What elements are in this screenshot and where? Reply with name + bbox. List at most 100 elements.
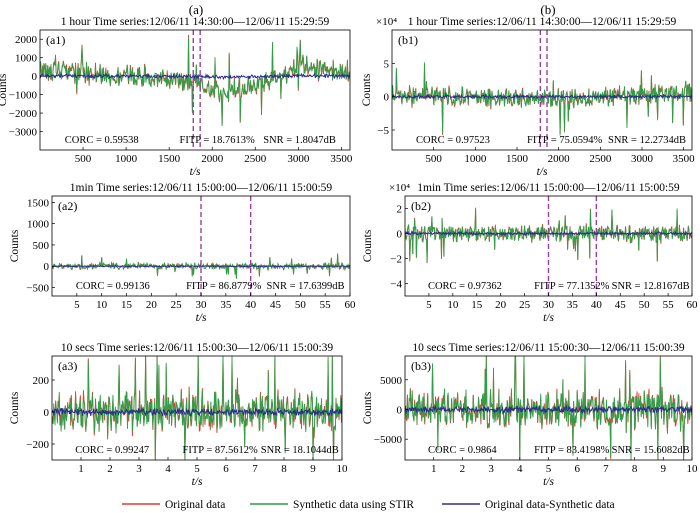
panel-label-b3: (b3) [411, 359, 431, 373]
panel-label-a1: (a1) [46, 33, 65, 47]
x-tick-label-b3-7: 8 [632, 463, 638, 475]
x-tick-label-b2-4: 25 [519, 299, 531, 311]
x-tick-label-a3-7: 8 [281, 463, 287, 475]
x-tick-label-a3-3: 4 [165, 463, 171, 475]
x-tick-label-b3-1: 2 [460, 463, 466, 475]
x-tick-label-a2-2: 15 [121, 299, 133, 311]
x-tick-label-b2-2: 15 [471, 299, 483, 311]
x-tick-label-a1-1: 1000 [115, 153, 138, 165]
y-tick-label-a3-1: 0 [44, 407, 50, 419]
x-axis-label-b1: t/s [537, 166, 548, 178]
series-group-b3 [405, 356, 692, 460]
x-tick-label-b3-3: 4 [517, 463, 523, 475]
y-tick-label-b2-0: 2 [397, 204, 403, 216]
x-tick-label-a3-6: 7 [252, 463, 258, 475]
x-tick-label-b2-3: 20 [495, 299, 507, 311]
column-label-b: (b) [540, 2, 555, 17]
column-label-a: (a) [189, 2, 203, 17]
panel-label-a3: (a3) [58, 359, 77, 373]
x-tick-label-a2-1: 10 [96, 299, 108, 311]
stat-snr-b3: SNR = 15.6082dB [612, 445, 690, 456]
x-tick-label-a3-8: 9 [310, 463, 316, 475]
series-residual-a1 [40, 71, 350, 81]
y-tick-label-a1-0: 2000 [15, 34, 38, 46]
stat-fitp-a2: FITP = 86.8779% [186, 281, 261, 292]
y-tick-label-b1-1: 0 [384, 92, 390, 104]
x-tick-label-a3-9: 10 [337, 463, 349, 475]
x-tick-label-b2-1: 10 [447, 299, 459, 311]
y-axis-label-a1: Counts [0, 73, 9, 106]
x-tick-label-a1-6: 3500 [330, 153, 353, 165]
y-tick-label-a1-3: −1000 [9, 90, 38, 102]
panel-b1: 1 hour Time series:12/06/11 14:30:00—12/… [361, 16, 695, 178]
y-tick-label-b1-0: 5 [384, 58, 390, 70]
series-residual-a3 [52, 406, 342, 418]
panels: 1 hour Time series:12/06/11 14:30:00—12/… [0, 16, 698, 488]
x-tick-label-b3-5: 6 [574, 463, 580, 475]
x-tick-label-b2-6: 35 [567, 299, 579, 311]
stat-fitp-b2: FITP = 77.1352% [534, 281, 609, 292]
y-axis-label-b2: Counts [362, 229, 374, 262]
x-tick-label-b1-3: 2000 [548, 153, 571, 165]
x-tick-label-a3-1: 2 [107, 463, 113, 475]
stat-corc-b3: CORC = 0.9864 [428, 445, 497, 456]
stat-snr-b1: SNR = 12.2734dB [608, 135, 686, 146]
x-tick-label-a1-4: 2500 [244, 153, 267, 165]
panel-a2: 1min Time series:12/06/11 15:00:00—12/06… [9, 182, 356, 324]
y-tick-label-b3-1: 0 [397, 404, 403, 416]
plot-frame-b1 [391, 29, 693, 151]
panel-b3: 10 secs Time series:12/06/11 15:00:30—12… [362, 342, 698, 488]
y-tick-label-a1-5: −3000 [9, 127, 38, 139]
stat-fitp-a1: FITP = 18.7613% [180, 135, 255, 146]
stat-corc-b2: CORC = 0.97362 [428, 281, 502, 292]
x-tick-label-a1-0: 500 [75, 153, 92, 165]
plot-frame-a1 [39, 29, 351, 151]
panel-title-b1: 1 hour Time series:12/06/11 14:30:00—12/… [408, 16, 677, 28]
x-tick-label-b1-0: 500 [425, 153, 442, 165]
x-tick-label-a1-3: 2000 [201, 153, 224, 165]
panel-b2: 1min Time series:12/06/11 15:00:00—12/06… [362, 182, 698, 324]
y-tick-label-a1-1: 1000 [15, 53, 38, 65]
panel-a1: 1 hour Time series:12/06/11 14:30:00—12/… [0, 16, 353, 178]
x-tick-label-b3-6: 7 [603, 463, 609, 475]
x-tick-label-a2-8: 45 [270, 299, 282, 311]
legend-label-synthetic: Synthetic data using STIR [293, 499, 414, 511]
y-tick-label-a2-3: 0 [44, 261, 50, 273]
stat-snr-a3: SNR = 18.1044dB [261, 445, 339, 456]
panel-title-a3: 10 secs Time series:12/06/11 15:00:30—12… [61, 342, 334, 354]
y-axis-label-b3: Counts [362, 391, 374, 424]
series-group-a2 [52, 253, 350, 279]
stat-snr-a2: SNR = 17.6399dB [267, 281, 345, 292]
stat-corc-a1: CORC = 0.59538 [65, 135, 139, 146]
series-group-a3 [52, 356, 342, 460]
x-tick-label-a1-2: 1500 [158, 153, 181, 165]
y-axis-label-a3: Counts [9, 391, 21, 424]
legend: Original data Synthetic data using STIR … [122, 499, 615, 511]
x-tick-label-b3-9: 10 [687, 463, 699, 475]
x-tick-label-b3-2: 3 [488, 463, 494, 475]
x-tick-label-b3-4: 5 [546, 463, 552, 475]
series-group-b1 [392, 62, 692, 136]
y-tick-label-b2-1: 0 [397, 229, 403, 241]
stat-corc-a3: CORC = 0.99247 [75, 445, 149, 456]
exponent-label-b2: ×10⁴ [389, 182, 410, 194]
x-tick-label-b2-0: 5 [426, 299, 432, 311]
panel-label-b1: (b1) [398, 33, 418, 47]
y-tick-label-a2-4: −500 [26, 282, 49, 294]
x-axis-label-b2: t/s [543, 312, 554, 324]
x-axis-label-a2: t/s [196, 312, 207, 324]
y-tick-label-b2-2: −2 [390, 254, 402, 266]
x-tick-label-a2-5: 30 [196, 299, 208, 311]
y-axis-label-a2: Counts [9, 229, 21, 262]
y-tick-label-b2-3: −4 [390, 279, 402, 291]
x-tick-label-b1-2: 1500 [506, 153, 529, 165]
y-tick-label-a3-0: 200 [33, 375, 50, 387]
x-tick-label-a1-5: 3000 [287, 153, 310, 165]
stat-fitp-b3: FITP = 83.4198% [534, 445, 609, 456]
panel-a3: 10 secs Time series:12/06/11 15:00:30—12… [9, 342, 348, 488]
series-residual-b3 [405, 404, 692, 415]
y-tick-label-a2-0: 1500 [27, 197, 50, 209]
x-tick-label-a2-4: 25 [171, 299, 183, 311]
x-axis-label-a1: t/s [190, 166, 201, 178]
